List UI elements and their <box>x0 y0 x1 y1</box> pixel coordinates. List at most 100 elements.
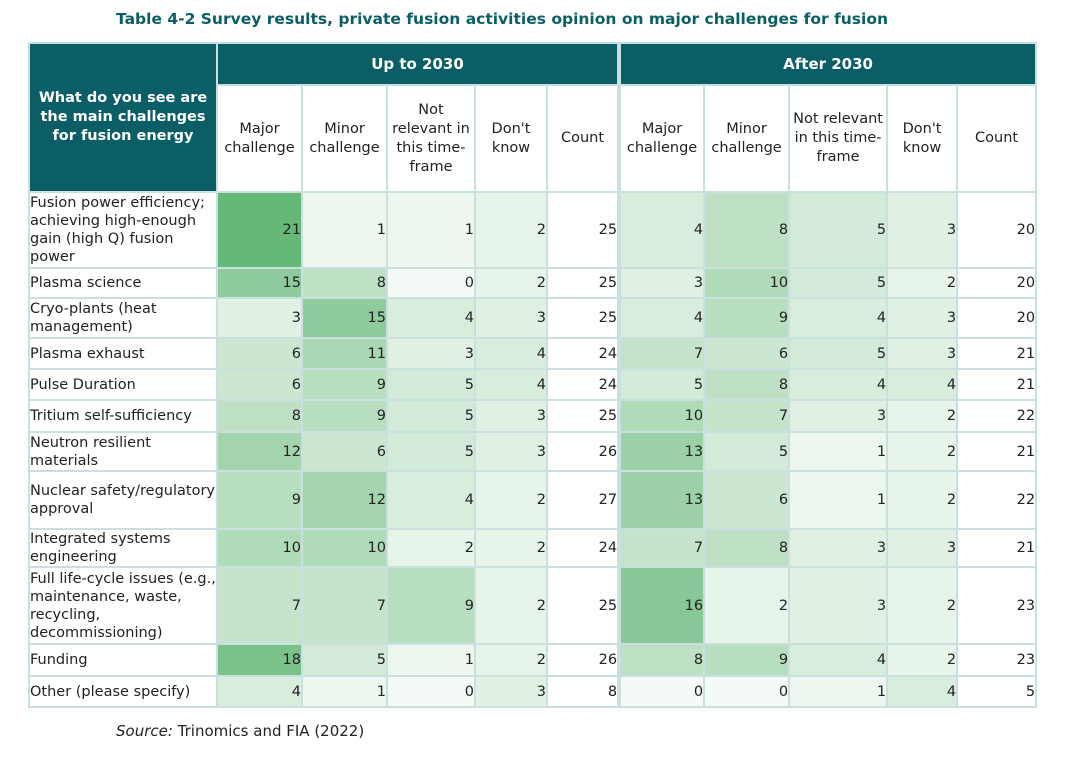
cell-after-dont-know: 2 <box>886 643 959 677</box>
source-text: Trinomics and FIA (2022) <box>172 722 365 740</box>
cell-up-major: 10 <box>216 528 303 568</box>
cell-after-minor: 5 <box>703 431 791 472</box>
cell-after-minor: 7 <box>703 399 791 433</box>
cell-up-minor: 6 <box>301 431 388 472</box>
cell-up-minor: 1 <box>301 675 388 708</box>
row-label: Plasma science <box>28 267 218 299</box>
cell-after-not-relevant: 3 <box>788 528 889 568</box>
cell-after-count: 21 <box>956 528 1038 568</box>
table-row: Other (please specify) 4 1 0 3 8 0 0 1 4 5 <box>28 675 1038 708</box>
cell-up-major: 9 <box>216 470 303 530</box>
table-row: Fusion power efficiency; achieving high-… <box>28 191 1038 269</box>
column-header-major: Major challenge <box>617 84 706 193</box>
column-header-dont-know: Don't know <box>886 84 959 193</box>
group-header-after-2030: After 2030 <box>617 42 1038 86</box>
cell-after-minor: 6 <box>703 337 791 370</box>
cell-up-major: 7 <box>216 566 303 645</box>
table-row: Cryo-plants (heat management) 3 15 4 3 25 4 9 4 3… <box>28 297 1038 339</box>
table-row: Funding 18 5 1 2 26 8 9 4 2 23 <box>28 643 1038 677</box>
cell-up-not-relevant: 1 <box>386 643 476 677</box>
cell-up-minor: 8 <box>301 267 388 299</box>
cell-up-dont-know: 4 <box>474 368 548 401</box>
table-row: Plasma science 15 8 0 2 25 3 10 5 2 20 <box>28 267 1038 299</box>
cell-up-dont-know: 2 <box>474 191 548 269</box>
cell-after-not-relevant: 5 <box>788 267 889 299</box>
table-body: Fusion power efficiency; achieving high-… <box>28 191 1038 708</box>
cell-after-count: 22 <box>956 399 1038 433</box>
cell-after-major: 0 <box>617 675 706 708</box>
cell-after-not-relevant: 5 <box>788 337 889 370</box>
cell-up-dont-know: 3 <box>474 675 548 708</box>
cell-up-not-relevant: 5 <box>386 368 476 401</box>
column-header-not-relevant: Not relevant in this time-frame <box>386 84 476 193</box>
cell-up-minor: 9 <box>301 368 388 401</box>
column-header-minor: Minor challenge <box>703 84 791 193</box>
cell-after-major: 7 <box>617 528 706 568</box>
column-header-minor: Minor challenge <box>301 84 388 193</box>
cell-after-not-relevant: 4 <box>788 643 889 677</box>
cell-up-count: 25 <box>545 566 621 645</box>
cell-after-minor: 10 <box>703 267 791 299</box>
cell-up-not-relevant: 5 <box>386 431 476 472</box>
cell-after-not-relevant: 1 <box>788 431 889 472</box>
cell-up-dont-know: 2 <box>474 267 548 299</box>
table-row: Plasma exhaust 6 11 3 4 24 7 6 5 3 21 <box>28 337 1038 370</box>
cell-after-major: 4 <box>617 191 706 269</box>
cell-after-major: 10 <box>617 399 706 433</box>
cell-up-count: 25 <box>545 267 621 299</box>
row-label: Pulse Duration <box>28 368 218 401</box>
cell-after-count: 21 <box>956 431 1038 472</box>
cell-up-minor: 1 <box>301 191 388 269</box>
cell-up-major: 4 <box>216 675 303 708</box>
cell-after-major: 16 <box>617 566 706 645</box>
cell-up-count: 25 <box>545 191 621 269</box>
cell-after-count: 5 <box>956 675 1038 708</box>
table-row: Integrated systems engineering 10 10 2 2 24 7 8… <box>28 528 1038 568</box>
row-label: Plasma exhaust <box>28 337 218 370</box>
cell-after-minor: 6 <box>703 470 791 530</box>
table-row: Full life-cycle issues (e.g., maintenanc… <box>28 566 1038 645</box>
row-label: Fusion power efficiency; achieving high-… <box>28 191 218 269</box>
column-header-major: Major challenge <box>216 84 303 193</box>
cell-after-major: 8 <box>617 643 706 677</box>
cell-after-minor: 8 <box>703 368 791 401</box>
cell-up-major: 6 <box>216 368 303 401</box>
cell-after-count: 21 <box>956 368 1038 401</box>
cell-after-dont-know: 2 <box>886 399 959 433</box>
cell-up-not-relevant: 1 <box>386 191 476 269</box>
cell-up-count: 24 <box>545 528 621 568</box>
cell-up-not-relevant: 0 <box>386 267 476 299</box>
table-row: Neutron resilient materials 12 6 5 3 26 13 5 1 2 2… <box>28 431 1038 472</box>
cell-after-dont-know: 3 <box>886 191 959 269</box>
table-row: Tritium self-sufficiency 8 9 5 3 25 10 7 3 2 22 <box>28 399 1038 433</box>
cell-after-count: 21 <box>956 337 1038 370</box>
cell-after-major: 13 <box>617 470 706 530</box>
cell-after-major: 3 <box>617 267 706 299</box>
table-row: Nuclear safety/regulatory approval 9 12 4 2 2… <box>28 470 1038 530</box>
cell-up-major: 8 <box>216 399 303 433</box>
column-header-count: Count <box>956 84 1038 193</box>
cell-up-dont-know: 2 <box>474 528 548 568</box>
cell-after-dont-know: 2 <box>886 267 959 299</box>
cell-after-minor: 8 <box>703 528 791 568</box>
cell-after-dont-know: 2 <box>886 431 959 472</box>
cell-up-count: 25 <box>545 399 621 433</box>
cell-up-minor: 15 <box>301 297 388 339</box>
cell-up-count: 27 <box>545 470 621 530</box>
cell-up-count: 26 <box>545 643 621 677</box>
cell-up-count: 24 <box>545 368 621 401</box>
source-note: Source: Trinomics and FIA (2022) <box>116 722 364 740</box>
cell-up-not-relevant: 5 <box>386 399 476 433</box>
row-label: Other (please specify) <box>28 675 218 708</box>
cell-up-minor: 7 <box>301 566 388 645</box>
cell-up-count: 8 <box>545 675 621 708</box>
cell-after-dont-know: 4 <box>886 675 959 708</box>
source-label: Source: <box>116 722 173 740</box>
row-label: Integrated systems engineering <box>28 528 218 568</box>
cell-up-dont-know: 2 <box>474 643 548 677</box>
cell-up-major: 21 <box>216 191 303 269</box>
group-header-up-to-2030: Up to 2030 <box>215 42 621 86</box>
cell-up-major: 3 <box>216 297 303 339</box>
row-label: Neutron resilient materials <box>28 431 218 472</box>
cell-after-dont-know: 2 <box>886 470 959 530</box>
